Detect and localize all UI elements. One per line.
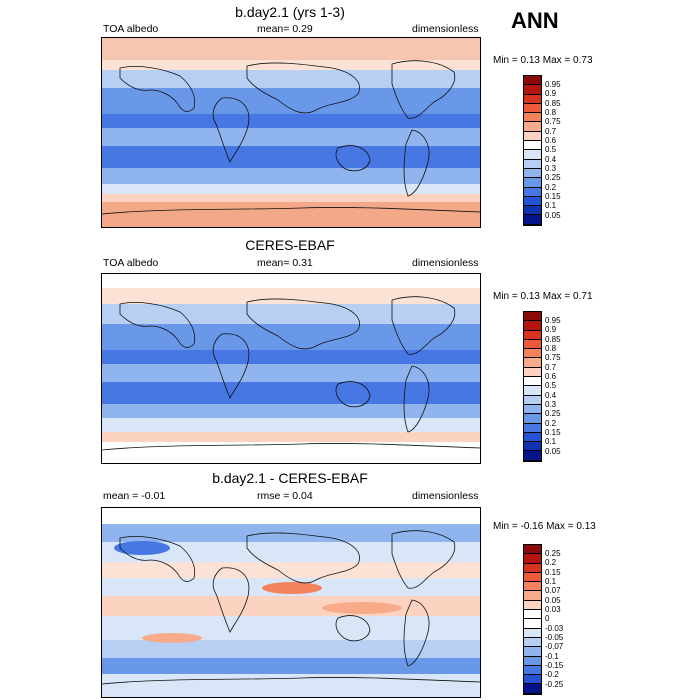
colorbar-label: 0.5 — [545, 145, 557, 154]
panel-1-map — [101, 37, 481, 228]
colorbar-label: 0 — [545, 614, 550, 623]
season-label: ANN — [511, 8, 559, 33]
panel-2-map-field — [102, 274, 480, 463]
panel-3-map-field — [102, 508, 480, 697]
panel-1-colorbar — [523, 75, 542, 226]
colorbar-label: 0.1 — [545, 201, 557, 210]
colorbar-label: 0.15 — [545, 192, 561, 201]
colorbar-label: 0.07 — [545, 586, 561, 595]
panel-2-map — [101, 273, 481, 464]
colorbar-label: 0.25 — [545, 409, 561, 418]
colorbar-label: 0.95 — [545, 316, 561, 325]
panel-1-map-field — [102, 38, 480, 227]
colorbar-label: 0.6 — [545, 136, 557, 145]
colorbar-label: -0.15 — [545, 661, 564, 670]
panel-1-title: b.day2.1 (yrs 1-3) — [235, 4, 345, 20]
panel-3-colorbar — [523, 544, 542, 695]
colorbar-label: 0.9 — [545, 325, 557, 334]
colorbar-label: -0.2 — [545, 670, 559, 679]
colorbar-label: 0.3 — [545, 164, 557, 173]
colorbar-label: -0.05 — [545, 633, 564, 642]
colorbar-label: 0.1 — [545, 437, 557, 446]
colorbar-label: 0.85 — [545, 335, 561, 344]
panel-3-units-label: dimensionless — [412, 490, 479, 502]
colorbar-label: 0.2 — [545, 183, 557, 192]
colorbar-label: 0.8 — [545, 344, 557, 353]
panel-3-range-label: Min = -0.16 Max = 0.13 — [493, 521, 596, 532]
panel-1-range-label: Min = 0.13 Max = 0.73 — [493, 55, 593, 66]
panel-2-range-label: Min = 0.13 Max = 0.71 — [493, 291, 593, 302]
colorbar-label: 0.05 — [545, 596, 561, 605]
colorbar-label: 0.8 — [545, 108, 557, 117]
colorbar-label: -0.07 — [545, 642, 564, 651]
colorbar-label: 0.85 — [545, 99, 561, 108]
colorbar-label: -0.25 — [545, 680, 564, 689]
colorbar-label: 0.4 — [545, 155, 557, 164]
colorbar-label: -0.1 — [545, 652, 559, 661]
colorbar-label: 0.5 — [545, 381, 557, 390]
colorbar-label: 0.75 — [545, 353, 561, 362]
colorbar-label: 0.2 — [545, 419, 557, 428]
colorbar-label: 0.05 — [545, 211, 561, 220]
colorbar-label: 0.7 — [545, 363, 557, 372]
colorbar-label: 0.9 — [545, 89, 557, 98]
panel-3-rmse-label: rmse = 0.04 — [257, 490, 313, 502]
panel-2-mean-label: mean= 0.31 — [257, 257, 313, 269]
colorbar-label: 0.25 — [545, 173, 561, 182]
colorbar-label: 0.15 — [545, 428, 561, 437]
panel-3-map — [101, 507, 481, 698]
panel-2-variable-label: TOA albedo — [103, 257, 159, 269]
panel-3-title: b.day2.1 - CERES-EBAF — [212, 470, 368, 486]
colorbar-label: 0.95 — [545, 80, 561, 89]
panel-2-title: CERES-EBAF — [245, 237, 335, 253]
colorbar-label: 0.03 — [545, 605, 561, 614]
colorbar-label: 0.25 — [545, 549, 561, 558]
colorbar-label: 0.3 — [545, 400, 557, 409]
panel-3-coastlines — [102, 530, 480, 685]
panel-2-units-label: dimensionless — [412, 257, 479, 269]
colorbar-label: 0.2 — [545, 558, 557, 567]
panel-1-coastlines — [102, 60, 480, 215]
colorbar-label: 0.7 — [545, 127, 557, 136]
colorbar-label: 0.75 — [545, 117, 561, 126]
colorbar-label: -0.03 — [545, 624, 564, 633]
colorbar-label: 0.15 — [545, 568, 561, 577]
panel-3-mean-label: mean = -0.01 — [103, 490, 166, 502]
panel-1-units-label: dimensionless — [412, 23, 479, 35]
colorbar-label: 0.6 — [545, 372, 557, 381]
panel-1-variable-label: TOA albedo — [103, 23, 159, 35]
panel-2-colorbar — [523, 311, 542, 462]
colorbar-label: 0.05 — [545, 447, 561, 456]
panel-2-coastlines — [102, 296, 480, 451]
panel-1-mean-label: mean= 0.29 — [257, 23, 313, 35]
colorbar-label: 0.4 — [545, 391, 557, 400]
colorbar-label: 0.1 — [545, 577, 557, 586]
